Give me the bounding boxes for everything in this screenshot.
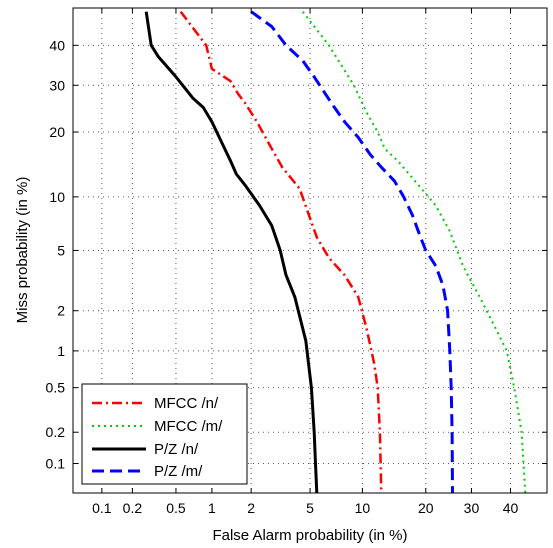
x-tick-label: 10: [355, 500, 371, 516]
y-tick-label: 20: [49, 124, 65, 140]
x-axis-label: False Alarm probability (in %): [212, 527, 407, 544]
series-line-p-z-m: [250, 10, 454, 494]
legend-box: [81, 383, 248, 485]
x-tick-label: 40: [503, 500, 519, 516]
y-tick-label: 0.1: [46, 455, 66, 471]
x-tick-label: 0.2: [123, 500, 143, 516]
y-tick-label: 10: [49, 189, 65, 205]
x-tick-label: 0.5: [166, 500, 186, 516]
legend: MFCC /n/ MFCC /m/ P/Z /n/ P/Z /m/: [81, 383, 248, 485]
y-tick-label: 1: [57, 343, 65, 359]
legend-label-pz-n: P/Z /n/: [154, 441, 199, 458]
x-tick-label: 20: [418, 500, 434, 516]
y-tick-label: 2: [57, 303, 65, 319]
y-tick-label: 0.2: [46, 424, 66, 440]
legend-label-mfcc-n: MFCC /n/: [154, 395, 219, 412]
x-tick-label: 0.1: [92, 500, 112, 516]
axis-ticks: [73, 8, 547, 493]
y-tick-label: 5: [57, 242, 65, 258]
y-tick-labels: 0.1 0.2 0.5 1 2 5 10 20 30 40: [46, 37, 66, 471]
legend-label-pz-m: P/Z /m/: [154, 463, 203, 480]
legend-label-mfcc-m: MFCC /m/: [154, 418, 223, 435]
series-line-mfcc-m: [302, 11, 527, 494]
series-line-p-z-n: [144, 11, 319, 494]
y-tick-label: 0.5: [46, 380, 66, 396]
series-lines: [144, 10, 527, 494]
y-tick-label: 30: [49, 77, 65, 93]
grid-lines: [73, 8, 547, 493]
y-axis-label: Miss probability (in %): [14, 177, 31, 324]
series-line-mfcc-n: [179, 10, 383, 494]
y-tick-label: 40: [49, 37, 65, 53]
x-tick-label: 1: [208, 500, 216, 516]
x-tick-label: 30: [464, 500, 480, 516]
x-tick-label: 2: [247, 500, 255, 516]
x-tick-label: 5: [306, 500, 314, 516]
x-tick-labels: 0.1 0.2 0.5 1 2 5 10 20 30 40: [92, 500, 518, 516]
